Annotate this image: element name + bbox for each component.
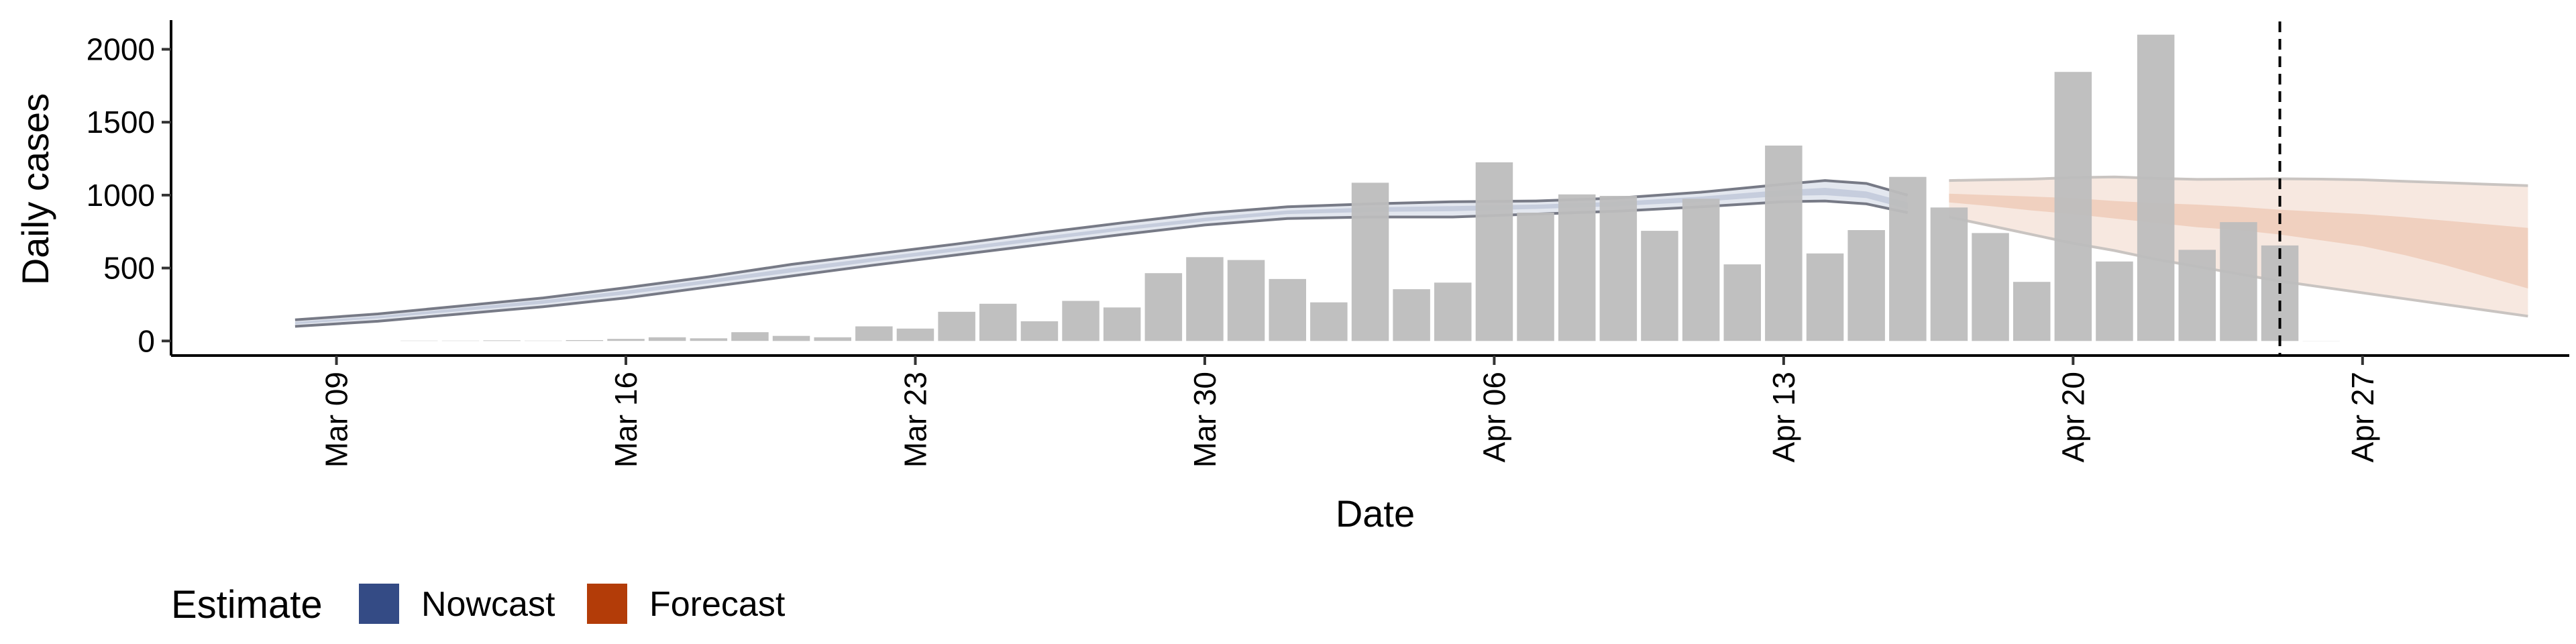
bar (566, 340, 604, 341)
nowcast-upper-edge (294, 179, 1909, 321)
y-tick-label: 1500 (87, 105, 155, 140)
y-tick-label: 500 (103, 251, 155, 286)
x-tick-label: Mar 16 (608, 372, 643, 468)
x-axis-title: Date (1336, 492, 1415, 535)
axes (170, 20, 2569, 357)
x-tick-label: Mar 23 (898, 372, 933, 468)
x-axis-ticks: Mar 09 Mar 16 Mar 23 Mar 30 Apr 06 Apr 13 Apr … (319, 356, 2380, 468)
x-tick-label: Mar 09 (319, 372, 354, 468)
x-tick-label: Mar 30 (1187, 372, 1222, 468)
bar (1599, 196, 1638, 341)
legend-label-nowcast: Nowcast (421, 585, 555, 624)
x-tick-label: Apr 20 (2055, 372, 2090, 463)
bar (896, 328, 934, 341)
nowcast-lower-edge (294, 199, 1909, 328)
bar (2178, 250, 2216, 341)
bar (1889, 176, 1927, 341)
legend-label-forecast: Forecast (649, 585, 786, 624)
nowcast-50-band (294, 188, 1908, 325)
bar (1144, 273, 1183, 341)
bar (483, 340, 521, 341)
bar (1062, 301, 1099, 341)
bar (1393, 289, 1430, 341)
bar (1475, 162, 1513, 341)
bar (1558, 194, 1596, 341)
bar (1227, 260, 1265, 341)
bar (690, 338, 728, 341)
bar (1351, 182, 1389, 341)
bar (1930, 207, 1968, 341)
bar (979, 303, 1017, 341)
bar (1723, 264, 1761, 341)
bar (1269, 278, 1306, 341)
y-tick-label: 1000 (87, 178, 155, 213)
y-axis-title: Daily cases (14, 93, 56, 285)
bar (855, 326, 893, 341)
forecast-50-band (1949, 193, 2528, 288)
bar (814, 337, 851, 341)
y-axis-ticks: 0 500 1000 1500 2000 (87, 32, 171, 358)
bar (2220, 222, 2257, 341)
bar (2054, 72, 2092, 341)
bar (1186, 257, 1224, 341)
bar (2137, 34, 2175, 341)
bar (1310, 302, 1348, 341)
bar (731, 332, 769, 341)
bar (2096, 261, 2133, 341)
bar (938, 311, 975, 341)
legend-swatch-nowcast (359, 584, 399, 624)
bar (1972, 233, 2009, 341)
bar (1517, 213, 1554, 341)
bar (1765, 146, 1803, 341)
bar (2013, 282, 2051, 341)
legend: Estimate Nowcast Forecast (171, 583, 786, 627)
bar (648, 337, 686, 341)
bar (1641, 231, 1678, 341)
bar (772, 335, 810, 341)
y-tick-label: 0 (138, 323, 155, 358)
daily-case-bars (400, 34, 2340, 341)
bar (1682, 199, 1720, 341)
bar (1847, 230, 1885, 341)
bar (1434, 282, 1472, 341)
bar (1020, 321, 1059, 341)
x-tick-label: Apr 13 (1766, 372, 1801, 463)
legend-title: Estimate (171, 583, 323, 627)
forecast-upper-edge (1949, 175, 2528, 187)
y-tick-label: 2000 (87, 32, 155, 66)
bar (1806, 253, 1844, 341)
x-tick-label: Apr 06 (1477, 372, 1511, 463)
legend-swatch-forecast (587, 584, 627, 624)
bar (1103, 307, 1141, 341)
bar (607, 339, 645, 341)
x-tick-label: Apr 27 (2345, 372, 2380, 463)
